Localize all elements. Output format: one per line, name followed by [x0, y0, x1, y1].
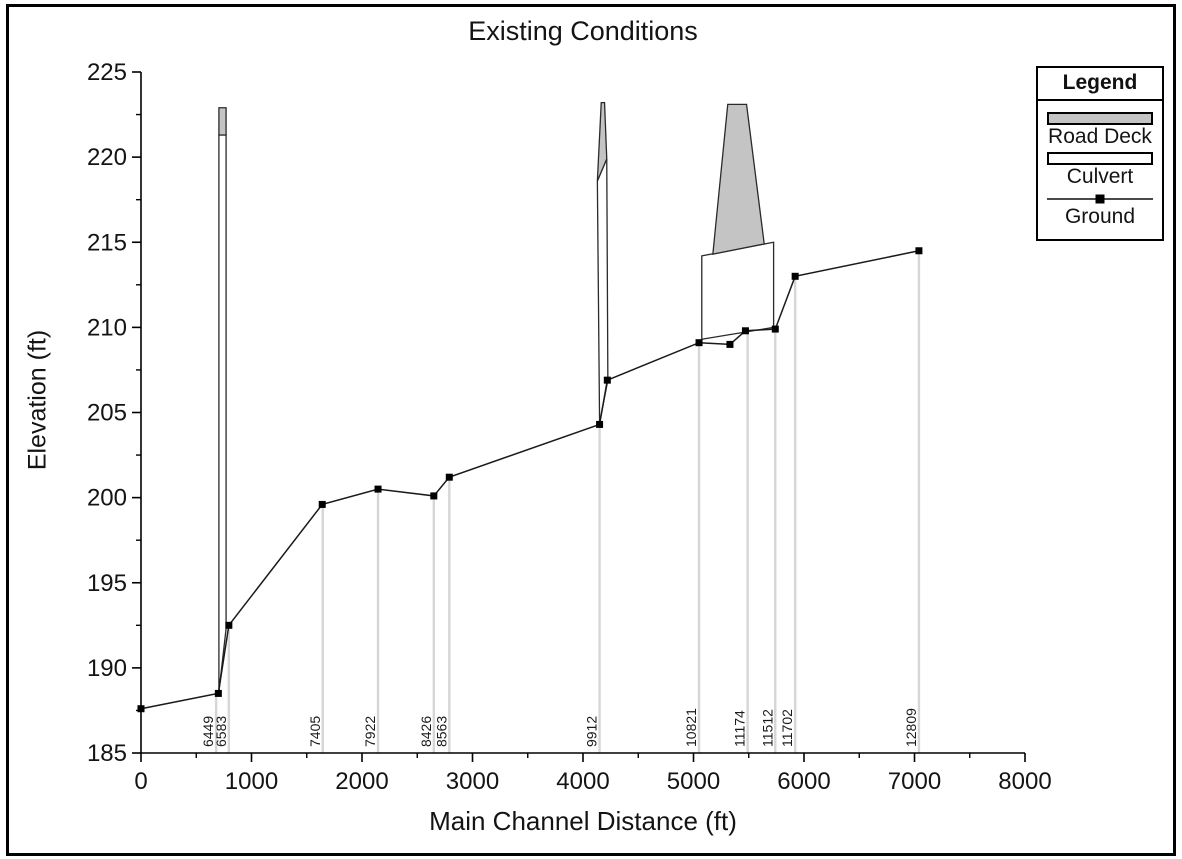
ground-point-1 — [214, 689, 222, 697]
ground-point-3 — [318, 500, 326, 508]
legend-label-road-deck: Road Deck — [1048, 125, 1152, 148]
ground-line — [140, 250, 920, 710]
ground-point-5 — [430, 492, 438, 500]
station-label-8426: 8426 — [418, 716, 434, 747]
y-tick-label-205: 205 — [87, 400, 127, 427]
legend: Legend Road Deck Culvert Ground — [1036, 66, 1164, 242]
ground-point-7 — [596, 420, 604, 428]
ground-point-11 — [741, 327, 749, 335]
y-tick-label-200: 200 — [87, 485, 127, 512]
ground-point-12 — [771, 325, 779, 333]
legend-label-culvert: Culvert — [1066, 165, 1134, 189]
x-tick-label-1000: 1000 — [225, 768, 278, 795]
y-tick-label-195: 195 — [87, 570, 127, 597]
station-label-7922: 7922 — [362, 716, 378, 747]
station-label-11512: 11512 — [759, 709, 775, 747]
culvert-sta-11174-barrel — [701, 241, 775, 341]
station-label-10821: 10821 — [683, 708, 699, 747]
ground-point-9 — [695, 339, 703, 347]
ground-point-8 — [603, 376, 611, 384]
station-label-11174: 11174 — [732, 710, 748, 747]
y-tick-label-220: 220 — [87, 144, 127, 171]
x-axis-label: Main Channel Distance (ft) — [429, 806, 737, 836]
x-tick-label-8000: 8000 — [998, 768, 1051, 795]
bridge-sta-6500-culvert — [218, 134, 227, 692]
culvert-sta-11174-road-deck — [712, 103, 765, 255]
ground-point-4 — [374, 485, 382, 493]
axes: 0 1000 2000 3000 4000 5000 6000 7000 8000 185 190 1… — [87, 59, 1052, 795]
legend-item-culvert: Culvert — [1047, 152, 1153, 189]
legend-item-ground: Ground — [1047, 192, 1153, 229]
x-tick-label-3000: 3000 — [446, 768, 499, 795]
station-label-6449: 6449 — [200, 716, 216, 747]
x-tick-label-6000: 6000 — [777, 768, 830, 795]
legend-item-road-deck: Road Deck — [1047, 112, 1153, 149]
y-tick-label-190: 190 — [87, 655, 127, 682]
station-label-7405: 7405 — [307, 716, 323, 747]
y-tick-label-225: 225 — [87, 59, 127, 86]
ground-line-swatch-icon — [1047, 192, 1153, 205]
y-tick-label-185: 185 — [87, 740, 127, 767]
legend-title: Legend — [1038, 68, 1162, 101]
x-tick-label-2000: 2000 — [335, 768, 388, 795]
bridge-sta-9912-road-deck — [596, 101, 608, 182]
y-axis-label: Elevation (ft) — [23, 329, 52, 471]
figure-border — [6, 4, 1176, 856]
culvert-swatch-icon — [1047, 152, 1153, 166]
ground-point-14 — [915, 247, 923, 255]
x-tick-label-7000: 7000 — [888, 768, 941, 795]
y-tick-label-215: 215 — [87, 229, 127, 256]
x-tick-label-5000: 5000 — [667, 768, 720, 795]
station-label-9912: 9912 — [584, 716, 600, 747]
road-deck-swatch-icon — [1047, 112, 1153, 125]
legend-items: Road Deck Culvert Ground — [1038, 101, 1162, 239]
y-tick-label-210: 210 — [87, 314, 127, 341]
ground-point-2 — [225, 621, 233, 629]
x-tick-label-0: 0 — [134, 768, 147, 795]
station-label-12809: 12809 — [903, 708, 919, 747]
chart-title: Existing Conditions — [468, 16, 698, 46]
legend-label-ground: Ground — [1064, 205, 1136, 229]
ground-point-6 — [445, 473, 453, 481]
bridge-sta-6500-road-deck — [218, 107, 227, 136]
station-label-8563: 8563 — [433, 716, 449, 747]
ground-point-10 — [726, 340, 734, 348]
structures — [218, 101, 775, 692]
x-tick-label-4000: 4000 — [556, 768, 609, 795]
ground-profile — [137, 247, 923, 713]
station-label-11702: 11702 — [779, 709, 795, 747]
ground-point-13 — [791, 272, 799, 280]
ground-marker-sample — [1095, 194, 1105, 204]
station-label-6583: 6583 — [213, 716, 229, 747]
